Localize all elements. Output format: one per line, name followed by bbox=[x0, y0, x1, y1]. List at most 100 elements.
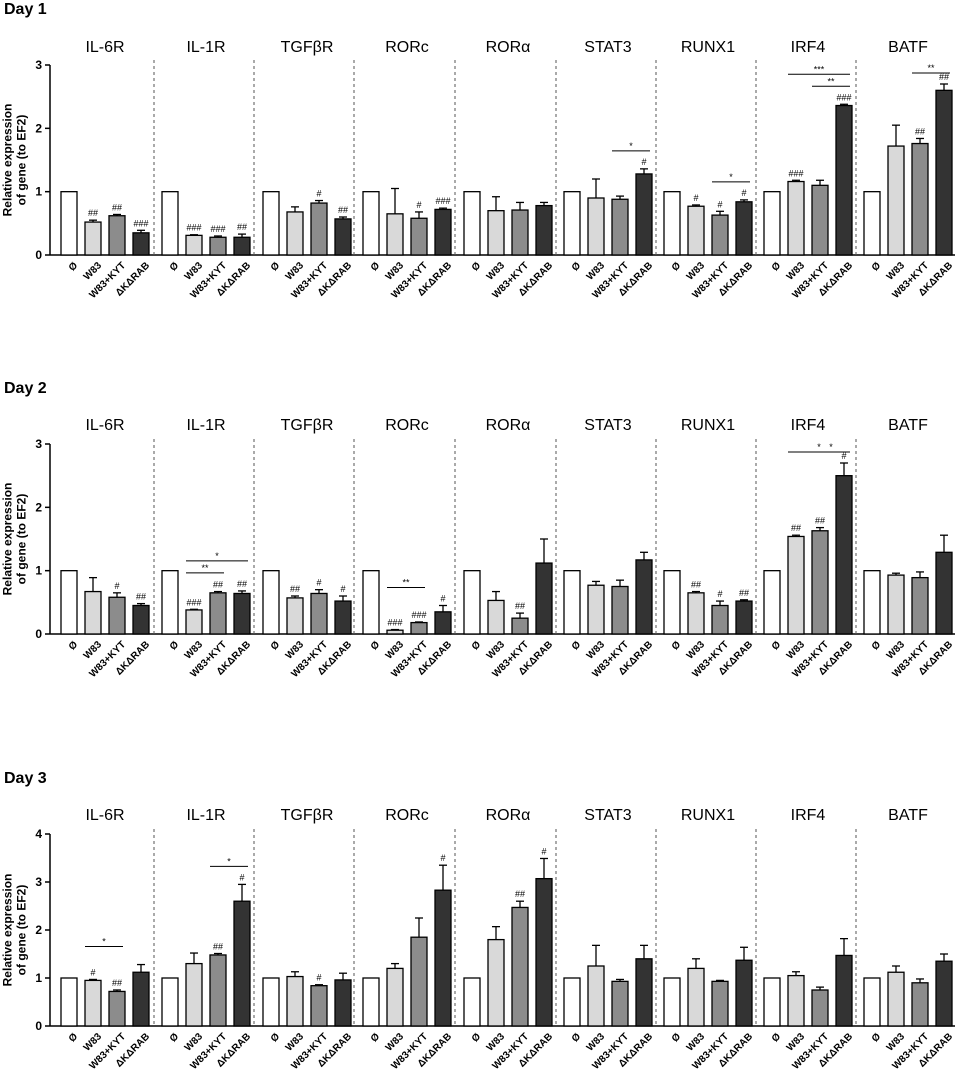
bar bbox=[334, 600, 352, 635]
significance-mark: ## bbox=[739, 588, 749, 598]
significance-mark: # bbox=[440, 594, 445, 604]
bar bbox=[911, 142, 929, 256]
gene-group: IL-6RØ W83#W83+KYT##ΔKΔRAB bbox=[60, 417, 152, 680]
bar bbox=[434, 889, 452, 1027]
gene-group: IL-1RØ###W83###W83+KYT##ΔKΔRAB bbox=[161, 39, 253, 301]
x-tick-label: Ø bbox=[67, 260, 80, 273]
bar bbox=[635, 173, 653, 256]
x-tick-label: Ø bbox=[670, 260, 683, 273]
bar bbox=[535, 562, 553, 635]
y-axis-label: Relative expressionof gene (to EF2) bbox=[1, 874, 29, 987]
bracket-label: * bbox=[215, 551, 219, 561]
significance-mark: ## bbox=[213, 580, 223, 590]
y-axis-label-line1: Relative expression bbox=[1, 874, 15, 987]
bar bbox=[310, 985, 328, 1027]
significance-mark: ### bbox=[836, 92, 851, 102]
significance-mark: # bbox=[316, 189, 321, 199]
significance-mark: ## bbox=[112, 202, 122, 212]
significance-mark: # bbox=[239, 872, 244, 882]
gene-title: RORα bbox=[486, 39, 531, 56]
y-axis-label-line2: of gene (to EF2) bbox=[14, 885, 28, 976]
x-tick-label: Ø bbox=[369, 639, 382, 652]
significance-mark: ## bbox=[515, 889, 525, 899]
bar bbox=[711, 604, 729, 635]
gene-title: RORc bbox=[385, 39, 429, 56]
significance-mark: ## bbox=[88, 208, 98, 218]
bar bbox=[587, 965, 605, 1027]
bar bbox=[185, 234, 203, 256]
bar bbox=[286, 975, 304, 1027]
gene-title: IL-1R bbox=[186, 39, 225, 56]
significance-mark: # bbox=[416, 200, 421, 210]
bar bbox=[835, 954, 853, 1027]
x-tick-label: Ø bbox=[67, 1031, 80, 1044]
bar bbox=[887, 574, 905, 635]
y-tick-label: 2 bbox=[35, 500, 42, 514]
x-tick-label: Ø bbox=[870, 260, 883, 273]
gene-title: RUNX1 bbox=[681, 807, 735, 824]
x-tick-label: Ø bbox=[168, 260, 181, 273]
significance-mark: # bbox=[717, 199, 722, 209]
x-tick-label: Ø bbox=[770, 260, 783, 273]
x-tick-label: Ø bbox=[570, 260, 583, 273]
bracket-label: * bbox=[729, 172, 733, 182]
gene-title: RORc bbox=[385, 807, 429, 824]
significance-mark: # bbox=[90, 967, 95, 977]
bar bbox=[233, 236, 251, 256]
gene-title: BATF bbox=[888, 807, 928, 824]
bar bbox=[535, 877, 553, 1027]
x-tick-label: Ø bbox=[770, 1031, 783, 1044]
x-tick-label: Ø bbox=[269, 639, 282, 652]
bar bbox=[687, 967, 705, 1027]
significance-mark: ## bbox=[136, 592, 146, 602]
panel-1: Day 1 Relative expressionof gene (to EF2)… bbox=[1, 1, 955, 301]
bar bbox=[587, 584, 605, 635]
bar bbox=[463, 570, 481, 635]
gene-title: RORα bbox=[486, 807, 531, 824]
significance-mark: ### bbox=[186, 597, 201, 607]
bar bbox=[362, 191, 380, 256]
y-tick-label: 3 bbox=[35, 875, 42, 889]
bar bbox=[132, 604, 150, 635]
bar bbox=[310, 202, 328, 256]
gene-title: TGFβR bbox=[281, 807, 334, 824]
bar bbox=[563, 570, 581, 635]
bar bbox=[334, 979, 352, 1027]
gene-title: BATF bbox=[888, 39, 928, 56]
significance-mark: ## bbox=[815, 516, 825, 526]
y-axis-label-line1: Relative expression bbox=[1, 483, 15, 596]
x-tick-label: Ø bbox=[369, 1031, 382, 1044]
gene-group: IL-1RØ###W83##W83+KYT##ΔKΔRAB*** bbox=[161, 417, 253, 680]
gene-title: RORc bbox=[385, 417, 429, 434]
gene-title: IRF4 bbox=[791, 417, 826, 434]
bar bbox=[563, 977, 581, 1027]
gene-title: IL-6R bbox=[85, 39, 124, 56]
bar bbox=[511, 209, 529, 256]
significance-mark: ## bbox=[213, 942, 223, 952]
bar bbox=[787, 974, 805, 1027]
bar bbox=[835, 475, 853, 635]
bar bbox=[587, 197, 605, 256]
bar bbox=[334, 218, 352, 256]
bar bbox=[108, 596, 126, 635]
gene-title: IRF4 bbox=[791, 807, 826, 824]
bar bbox=[863, 191, 881, 256]
bar bbox=[763, 977, 781, 1027]
bar bbox=[887, 145, 905, 256]
significance-mark: ### bbox=[387, 618, 402, 628]
bar bbox=[687, 205, 705, 256]
bar bbox=[611, 198, 629, 256]
bar bbox=[811, 989, 829, 1027]
bar bbox=[185, 609, 203, 635]
significance-mark: # bbox=[316, 578, 321, 588]
x-tick-label: Ø bbox=[369, 260, 382, 273]
significance-mark: ### bbox=[788, 168, 803, 178]
